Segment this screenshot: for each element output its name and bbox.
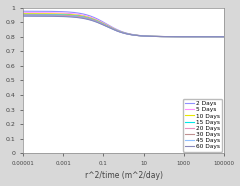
60 Days (22, 15, 24, 17)
2 Days (197, 36, 200, 38)
Line: 20 Days: 20 Days (23, 15, 224, 37)
10 Days (45, 13, 48, 15)
45 Days (22, 15, 24, 17)
5 Days (22, 12, 24, 14)
10 Days (219, 36, 222, 38)
Line: 60 Days: 60 Days (23, 16, 224, 37)
2 Days (107, 24, 110, 26)
2 Days (56, 10, 59, 13)
20 Days (22, 14, 24, 16)
60 Days (219, 36, 222, 38)
2 Days (45, 10, 48, 12)
15 Days (45, 13, 48, 16)
60 Days (45, 15, 48, 17)
10 Days (22, 13, 24, 15)
15 Days (99, 21, 102, 24)
X-axis label: r^2/time (m^2/day): r^2/time (m^2/day) (84, 171, 162, 180)
60 Days (107, 26, 110, 29)
Line: 2 Days: 2 Days (23, 11, 224, 37)
5 Days (197, 36, 200, 38)
30 Days (22, 14, 24, 17)
30 Days (56, 15, 59, 17)
45 Days (222, 36, 225, 38)
60 Days (197, 36, 200, 38)
60 Days (56, 15, 59, 17)
2 Days (99, 19, 102, 22)
15 Days (107, 26, 110, 28)
45 Days (99, 22, 102, 25)
Legend: 2 Days, 5 Days, 10 Days, 15 Days, 20 Days, 30 Days, 45 Days, 60 Days: 2 Days, 5 Days, 10 Days, 15 Days, 20 Day… (183, 99, 222, 152)
45 Days (56, 15, 59, 17)
Line: 10 Days: 10 Days (23, 14, 224, 37)
20 Days (219, 36, 222, 38)
5 Days (56, 12, 59, 14)
2 Days (222, 36, 225, 38)
45 Days (219, 36, 222, 38)
30 Days (222, 36, 225, 38)
30 Days (107, 26, 110, 28)
30 Days (197, 36, 200, 38)
30 Days (99, 22, 102, 24)
10 Days (107, 25, 110, 28)
15 Days (222, 36, 225, 38)
45 Days (197, 36, 200, 38)
10 Days (56, 13, 59, 15)
5 Days (107, 25, 110, 27)
60 Days (99, 23, 102, 25)
20 Days (45, 14, 48, 16)
5 Days (45, 12, 48, 14)
2 Days (219, 36, 222, 38)
30 Days (219, 36, 222, 38)
20 Days (197, 36, 200, 38)
60 Days (222, 36, 225, 38)
5 Days (222, 36, 225, 38)
15 Days (219, 36, 222, 38)
20 Days (56, 14, 59, 16)
5 Days (219, 36, 222, 38)
Line: 45 Days: 45 Days (23, 16, 224, 37)
Line: 30 Days: 30 Days (23, 15, 224, 37)
15 Days (197, 36, 200, 38)
20 Days (99, 22, 102, 24)
2 Days (22, 10, 24, 12)
30 Days (45, 14, 48, 17)
10 Days (197, 36, 200, 38)
Line: 15 Days: 15 Days (23, 14, 224, 37)
15 Days (22, 13, 24, 15)
20 Days (107, 26, 110, 28)
15 Days (56, 14, 59, 16)
45 Days (107, 26, 110, 28)
Line: 5 Days: 5 Days (23, 13, 224, 37)
10 Days (99, 21, 102, 23)
5 Days (99, 20, 102, 23)
20 Days (222, 36, 225, 38)
10 Days (222, 36, 225, 38)
45 Days (45, 15, 48, 17)
